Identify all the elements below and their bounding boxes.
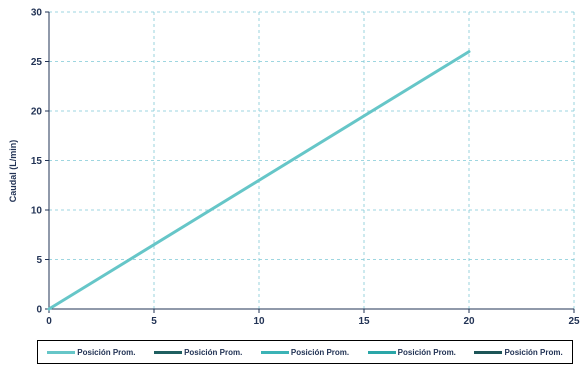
y-tick-label: 10 (31, 206, 43, 217)
legend-swatch (474, 350, 503, 354)
grid-lines (49, 11, 575, 309)
y-tick-label: 20 (31, 107, 43, 118)
x-tick-label: 25 (568, 316, 580, 327)
x-tick-label: 20 (463, 316, 475, 327)
legend-item-3: Posición Prom. (260, 347, 350, 357)
y-tick-label: 0 (36, 305, 42, 316)
y-tick-label: 15 (31, 156, 43, 167)
series-line-1 (47, 50, 471, 311)
axes (45, 11, 575, 313)
y-axis-title: Caudal (L/min) (8, 140, 18, 203)
legend-swatch (260, 350, 289, 354)
x-tick-label: 15 (358, 316, 370, 327)
legend-item-1: Posición Prom. (47, 347, 136, 357)
legend-item-4: Posición Prom. (367, 347, 456, 357)
x-tick-label: 0 (46, 316, 52, 327)
legend-label: Posición Prom. (504, 347, 563, 357)
x-tick-label: 10 (253, 316, 265, 327)
chart-legend: Posición Prom. Posición Prom. Posición Pro… (37, 340, 573, 364)
x-tick-label: 5 (151, 316, 157, 327)
legend-swatch (47, 350, 76, 354)
legend-label: Posición Prom. (184, 347, 243, 357)
y-tick-label: 25 (31, 57, 43, 68)
legend-swatch (154, 350, 183, 354)
legend-swatch (367, 350, 396, 354)
legend-item-5: Posición Prom. (474, 347, 563, 357)
line-chart: 0 5 10 15 20 25 0 5 10 15 20 25 30 Caudal (L/min) (8, 8, 580, 328)
tick-labels: 0 5 10 15 20 25 0 5 10 15 20 25 30 (31, 8, 580, 328)
legend-label: Posición Prom. (290, 347, 350, 357)
series-lines (47, 50, 471, 311)
legend-label: Posición Prom. (77, 347, 136, 357)
legend-item-2: Posición Prom. (154, 348, 242, 357)
legend-label: Posición Prom. (397, 347, 456, 357)
y-tick-label: 30 (31, 8, 43, 19)
y-tick-label: 5 (36, 255, 42, 266)
